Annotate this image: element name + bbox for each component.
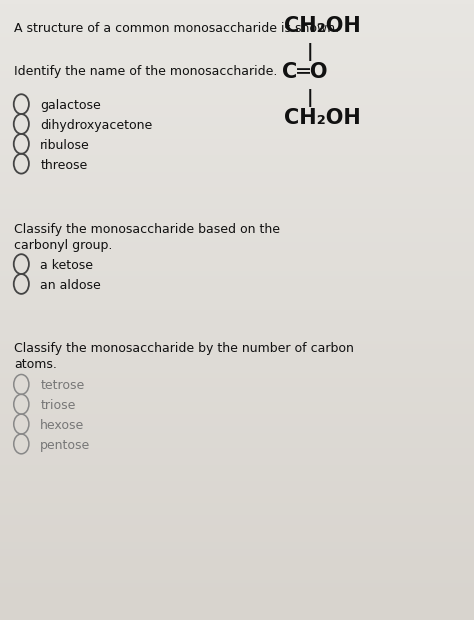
Text: threose: threose: [40, 159, 88, 172]
Text: triose: triose: [40, 399, 76, 412]
Text: A structure of a common monosaccharide is shown.: A structure of a common monosaccharide i…: [14, 22, 339, 35]
Text: carbonyl group.: carbonyl group.: [14, 239, 113, 252]
Text: C═O: C═O: [282, 62, 328, 82]
Text: Classify the monosaccharide by the number of carbon: Classify the monosaccharide by the numbe…: [14, 342, 354, 355]
Text: CH₂OH: CH₂OH: [284, 108, 361, 128]
Text: dihydroxyacetone: dihydroxyacetone: [40, 119, 153, 132]
Text: pentose: pentose: [40, 439, 91, 452]
Text: |: |: [307, 43, 314, 61]
Text: atoms.: atoms.: [14, 358, 57, 371]
Text: hexose: hexose: [40, 419, 84, 432]
Text: galactose: galactose: [40, 99, 101, 112]
Text: tetrose: tetrose: [40, 379, 84, 392]
Text: Identify the name of the monosaccharide.: Identify the name of the monosaccharide.: [14, 65, 278, 78]
Text: an aldose: an aldose: [40, 279, 101, 292]
Text: CH₂OH: CH₂OH: [284, 16, 361, 35]
Text: a ketose: a ketose: [40, 259, 93, 272]
Text: ribulose: ribulose: [40, 139, 90, 152]
Text: |: |: [307, 89, 314, 107]
Text: Classify the monosaccharide based on the: Classify the monosaccharide based on the: [14, 223, 280, 236]
